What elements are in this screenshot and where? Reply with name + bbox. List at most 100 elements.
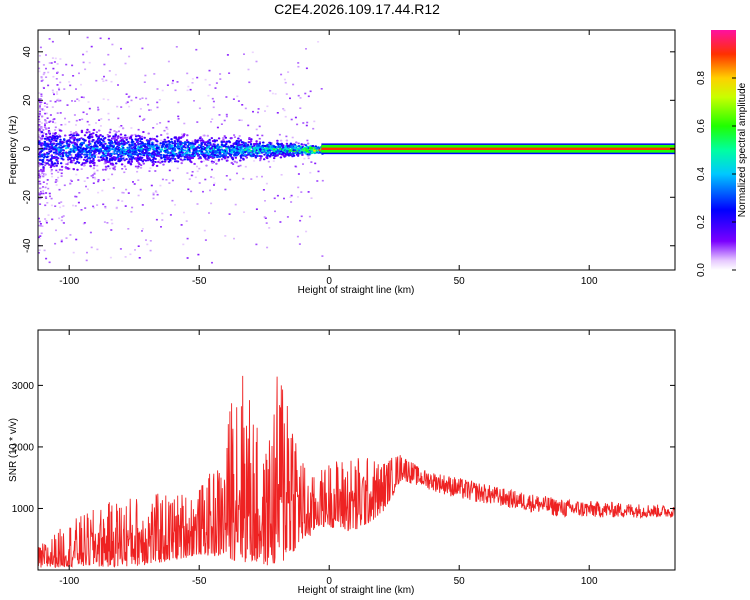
spectrogram-speckle: [55, 78, 58, 80]
spectrogram-speckle: [131, 134, 134, 136]
spectrogram-cell: [193, 162, 196, 165]
spectrogram-speckle: [153, 142, 155, 144]
spectrogram-cell: [264, 148, 267, 151]
spectrogram-speckle: [53, 163, 56, 166]
spectrogram-speckle: [228, 72, 231, 74]
spectrogram-speckle: [47, 214, 50, 216]
spectrogram-cell: [160, 156, 163, 159]
spectrogram-cell: [220, 141, 224, 144]
spectrogram-cell: [251, 150, 254, 153]
spectrogram-cell: [43, 140, 46, 143]
spectrogram-speckle: [303, 157, 306, 160]
spectrogram-speckle: [302, 122, 305, 124]
spectrogram-speckle: [88, 107, 91, 110]
spectrogram-speckle: [46, 183, 48, 185]
spectrogram-cell: [134, 147, 137, 150]
spectrogram-speckle: [131, 206, 134, 209]
spectrogram-speckle: [202, 190, 204, 193]
spectrogram-speckle: [296, 235, 299, 238]
spectrogram-speckle: [45, 135, 48, 138]
spectrogram-cell: [108, 139, 111, 142]
spectrogram-speckle: [147, 103, 150, 106]
spectrogram-cell: [95, 147, 99, 149]
spectrogram-speckle: [44, 218, 47, 220]
spectrogram-cell: [122, 146, 125, 149]
spectrogram-cell: [248, 137, 251, 139]
spectrogram-cell: [132, 140, 135, 143]
spectrogram-cell: [50, 164, 53, 167]
spectrogram-speckle: [45, 54, 47, 56]
spectrogram-speckle: [38, 128, 41, 130]
spectrogram-speckle: [287, 71, 290, 73]
spectrogram-cell: [169, 157, 173, 160]
spectrogram-cell: [244, 151, 247, 154]
spectrogram-speckle: [132, 181, 134, 183]
spectrogram-speckle: [156, 123, 159, 125]
spectrogram-cell: [237, 137, 240, 140]
spectrogram-speckle: [127, 96, 130, 98]
spectrogram-cell: [187, 156, 190, 159]
spectrogram-cell: [216, 155, 219, 158]
spectrogram-cell: [109, 148, 113, 151]
spectrogram-cell: [101, 154, 104, 157]
spectrogram-speckle: [42, 175, 45, 178]
spectrogram-speckle: [211, 168, 213, 171]
spectrogram-cell: [84, 147, 87, 150]
snr-y-label: SNR (10 * v/v): [8, 418, 19, 482]
spectrogram-speckle: [304, 92, 307, 95]
spectrogram-cell: [135, 138, 138, 141]
spectrogram-speckle: [198, 107, 201, 110]
spectrogram-speckle: [229, 178, 232, 181]
spectrogram-speckle: [72, 251, 75, 254]
spectrogram-speckle: [208, 84, 211, 86]
spectrogram-cell: [39, 143, 43, 146]
spectrogram-speckle: [190, 190, 193, 193]
figure-title: C2E4.2026.109.17.44.R12: [274, 1, 440, 17]
spectrogram-speckle: [38, 163, 40, 166]
spectrogram-speckle: [207, 94, 210, 97]
spectrogram-cell: [61, 154, 65, 157]
spectrogram-cell: [74, 162, 77, 165]
spectrogram-cell: [130, 155, 133, 158]
spectrogram-speckle: [57, 133, 60, 136]
spectrogram-speckle: [128, 105, 131, 108]
spectrogram-cell: [186, 134, 189, 137]
spectrogram-speckle: [110, 164, 113, 166]
spectrogram-speckle: [208, 212, 210, 214]
spectrogram-cell: [222, 145, 225, 148]
spectrogram-speckle: [305, 230, 308, 233]
spectrogram-cell: [53, 132, 57, 135]
spectrogram-speckle: [135, 96, 138, 99]
spectrogram-speckle: [75, 173, 78, 176]
spectrogram-cell: [226, 159, 229, 162]
spectrogram-cell: [117, 149, 121, 151]
spectrogram-speckle: [38, 129, 41, 131]
spectrogram-cell: [132, 156, 135, 159]
spectrogram-speckle: [266, 105, 269, 108]
spectrogram-speckle: [65, 63, 68, 66]
spectrogram-cell: [272, 150, 276, 153]
spectrogram-speckle: [289, 196, 292, 198]
spectrogram-speckle: [48, 155, 51, 157]
spectrogram-cell: [249, 146, 252, 149]
spectrogram-cell: [139, 166, 143, 169]
spectrogram-speckle: [39, 114, 42, 117]
spectrogram-cell: [142, 162, 145, 165]
spectrogram-cell: [305, 146, 309, 149]
spectrogram-cell: [77, 146, 80, 149]
spectrogram-speckle: [110, 219, 113, 221]
spectrogram-speckle: [59, 206, 62, 209]
spectrogram-cell: [300, 143, 303, 146]
spectrogram-cell: [230, 149, 233, 152]
spectrogram-cell: [263, 150, 266, 153]
spectrogram-speckle: [279, 221, 282, 223]
spectrogram-cell: [254, 143, 257, 145]
spectrogram-cell: [281, 149, 285, 152]
spectrogram-cell: [118, 142, 121, 145]
spectrogram-speckle: [107, 98, 110, 101]
spectrogram-speckle: [290, 118, 293, 121]
spectrogram-speckle: [38, 165, 40, 167]
spectrogram-speckle: [156, 143, 159, 145]
spectrogram-cell: [287, 145, 290, 148]
spectrogram-speckle: [38, 113, 41, 115]
